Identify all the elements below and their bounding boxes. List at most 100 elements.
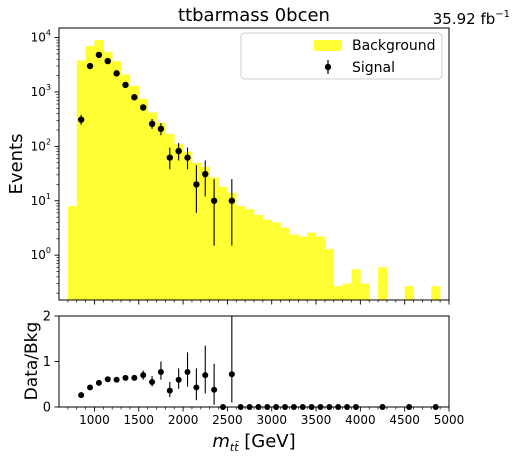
background-bar bbox=[183, 151, 193, 300]
ratio-y-tick-label: 2 bbox=[43, 310, 51, 325]
x-tick-label: 1000 bbox=[79, 413, 110, 427]
background-bar bbox=[191, 162, 202, 300]
background-bar bbox=[271, 222, 281, 300]
background-bar bbox=[129, 85, 140, 300]
background-bar bbox=[165, 133, 175, 300]
ratio-point bbox=[140, 372, 147, 379]
signal-point bbox=[184, 154, 191, 161]
signal-point bbox=[95, 51, 103, 59]
background-bar bbox=[218, 186, 228, 300]
signal-point bbox=[148, 120, 156, 128]
background-bar bbox=[289, 234, 299, 300]
ratio-point bbox=[95, 379, 102, 386]
background-bar bbox=[316, 236, 326, 300]
chart-title: ttbarmass 0bcen bbox=[178, 5, 330, 26]
ratio-point bbox=[228, 371, 235, 378]
legend-background-label: Background bbox=[352, 38, 436, 54]
ratio-point bbox=[87, 384, 94, 391]
x-axis-label-subscript: tt̄ bbox=[230, 441, 240, 454]
x-tick-label: 5000 bbox=[434, 413, 465, 427]
legend-signal-marker bbox=[324, 63, 332, 71]
background-bar bbox=[94, 40, 104, 300]
signal-point bbox=[228, 197, 236, 204]
legend: Background Signal bbox=[240, 32, 443, 80]
x-axis-label: mtt̄ [GeV] bbox=[212, 431, 295, 454]
ratio-point bbox=[157, 368, 164, 375]
ratio-point bbox=[202, 372, 209, 379]
background-bar bbox=[298, 236, 308, 300]
x-tick-label: 4500 bbox=[389, 413, 420, 427]
ratio-y-tick-label: 1 bbox=[43, 355, 51, 370]
background-bar bbox=[85, 46, 95, 301]
background-bar bbox=[147, 112, 157, 300]
legend-background-swatch bbox=[314, 40, 342, 51]
ratio-point bbox=[184, 368, 191, 375]
y-tick-label: 103 bbox=[31, 83, 51, 99]
ratio-point bbox=[193, 384, 200, 391]
y-tick-label: 101 bbox=[31, 192, 51, 208]
background-bar bbox=[280, 227, 290, 300]
background-bar bbox=[378, 267, 388, 300]
background-bar bbox=[404, 286, 414, 300]
background-bar bbox=[431, 286, 441, 300]
background-bar bbox=[227, 192, 237, 300]
main-y-axis-ticks: 100 101 102 103 104 bbox=[31, 29, 59, 294]
background-bar bbox=[236, 206, 246, 300]
background-bar bbox=[333, 286, 343, 300]
x-tick-label: 2500 bbox=[212, 413, 243, 427]
ratio-point bbox=[149, 378, 156, 385]
background-bar bbox=[360, 283, 370, 300]
luminosity-label: 35.92 fb−1 bbox=[433, 9, 510, 28]
background-bar bbox=[324, 248, 335, 300]
x-tick-label: 3500 bbox=[301, 413, 332, 427]
signal-point bbox=[77, 116, 85, 123]
y-tick-label: 102 bbox=[31, 137, 51, 153]
background-bar bbox=[121, 74, 131, 300]
background-bar bbox=[254, 214, 264, 300]
x-axis-label-symbol: m bbox=[212, 431, 230, 452]
main-histogram-panel: 100 101 102 103 104 ttbarmass 0bcen 35.92 fb… bbox=[6, 5, 510, 305]
signal-point bbox=[193, 181, 200, 188]
ratio-panel: 1000 1500 2000 2500 3000 3500 4000 4500 5000 0 1 2… bbox=[22, 310, 464, 455]
y-tick-label: 100 bbox=[31, 246, 51, 262]
signal-point bbox=[202, 170, 209, 178]
x-tick-label: 4000 bbox=[345, 413, 376, 427]
luminosity-value: 35.92 fb bbox=[433, 10, 496, 28]
signal-series bbox=[77, 51, 236, 246]
ratio-point bbox=[175, 376, 182, 383]
legend-box bbox=[240, 32, 443, 80]
ratio-plot-frame bbox=[58, 315, 450, 408]
x-axis-label-unit: [GeV] bbox=[239, 431, 296, 452]
signal-point bbox=[113, 70, 120, 77]
y-tick-label: 104 bbox=[31, 29, 51, 45]
background-bar bbox=[245, 209, 255, 300]
background-bar bbox=[103, 51, 113, 301]
background-bar bbox=[67, 206, 78, 300]
x-tick-label: 3000 bbox=[256, 413, 287, 427]
ratio-point bbox=[122, 374, 129, 381]
signal-point bbox=[86, 62, 94, 70]
background-bar bbox=[200, 166, 210, 300]
ratio-y-tick-label: 0 bbox=[43, 401, 51, 416]
background-bar bbox=[112, 61, 122, 300]
ratio-point bbox=[211, 386, 218, 393]
signal-point bbox=[210, 197, 218, 204]
ratio-y-axis-label: Data/Bkg bbox=[22, 322, 42, 401]
ratio-point bbox=[131, 374, 138, 381]
background-bar bbox=[174, 144, 184, 300]
background-bar bbox=[76, 60, 86, 300]
main-x-ticks bbox=[67, 300, 450, 305]
signal-point bbox=[104, 57, 111, 65]
ratio-series bbox=[78, 316, 439, 410]
ratio-point bbox=[166, 387, 173, 394]
signal-point bbox=[131, 94, 138, 101]
ratio-point bbox=[113, 376, 120, 383]
background-bar bbox=[262, 219, 273, 300]
ratio-y-axis-ticks: 0 1 2 bbox=[43, 310, 59, 416]
background-bar bbox=[307, 232, 317, 300]
background-bar bbox=[342, 283, 352, 300]
ratio-x-axis-ticks: 1000 1500 2000 2500 3000 3500 4000 4500 5000 bbox=[67, 407, 465, 427]
signal-point bbox=[157, 125, 165, 133]
background-bar bbox=[156, 122, 166, 300]
